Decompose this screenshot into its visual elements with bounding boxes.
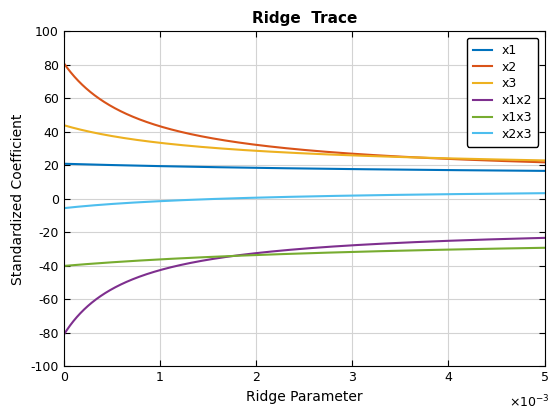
Legend: x1, x2, x3, x1x2, x1x3, x2x3: x1, x2, x3, x1x2, x1x3, x2x3 <box>466 38 538 147</box>
x2x3 <box>110 201 116 206</box>
x3 <box>110 134 116 139</box>
x3 <box>255 148 262 153</box>
x1x3 <box>390 248 397 253</box>
x2 <box>60 61 67 66</box>
x2 <box>110 105 116 110</box>
x1x3 <box>255 252 262 257</box>
x1x3 <box>272 252 279 257</box>
x2 <box>444 156 451 161</box>
x3 <box>60 123 67 128</box>
x2 <box>435 156 442 161</box>
x1x2 <box>435 239 442 244</box>
x1x2 <box>60 332 67 337</box>
x3 <box>541 158 548 163</box>
x2x3 <box>255 195 262 200</box>
x2x3 <box>390 192 397 197</box>
x1x2 <box>444 238 451 243</box>
x2x3 <box>272 194 279 200</box>
x1x2 <box>541 235 548 240</box>
x1x2 <box>110 286 116 291</box>
x1 <box>541 168 548 173</box>
x2 <box>272 144 279 150</box>
Line: x3: x3 <box>64 125 544 160</box>
x2x3 <box>435 192 442 197</box>
X-axis label: Ridge Parameter: Ridge Parameter <box>246 390 362 404</box>
x1x3 <box>60 263 67 268</box>
x2 <box>541 160 548 165</box>
x1x3 <box>444 247 451 252</box>
x3 <box>444 156 451 161</box>
x2x3 <box>541 191 548 196</box>
Line: x1: x1 <box>64 164 544 171</box>
x1 <box>390 167 397 172</box>
x1 <box>60 161 67 166</box>
x3 <box>272 150 279 155</box>
Line: x2: x2 <box>64 63 544 162</box>
x1 <box>110 163 116 168</box>
Line: x1x3: x1x3 <box>64 248 544 266</box>
Y-axis label: Standardized Coefficient: Standardized Coefficient <box>11 113 25 285</box>
x1 <box>255 165 262 171</box>
Text: $\times10^{-3}$: $\times10^{-3}$ <box>508 393 549 410</box>
Line: x1x2: x1x2 <box>64 238 544 335</box>
x1x3 <box>435 247 442 252</box>
x3 <box>435 155 442 160</box>
x1 <box>272 165 279 171</box>
x1 <box>444 168 451 173</box>
x1x3 <box>541 245 548 250</box>
x3 <box>390 154 397 159</box>
x2x3 <box>60 206 67 211</box>
x1 <box>435 168 442 173</box>
Line: x2x3: x2x3 <box>64 193 544 208</box>
x2x3 <box>444 192 451 197</box>
x1x2 <box>272 249 279 254</box>
x1x2 <box>390 241 397 246</box>
x2 <box>255 142 262 147</box>
x1x2 <box>255 250 262 255</box>
x1x3 <box>110 260 116 265</box>
x2 <box>390 154 397 159</box>
Title: Ridge  Trace: Ridge Trace <box>251 11 357 26</box>
